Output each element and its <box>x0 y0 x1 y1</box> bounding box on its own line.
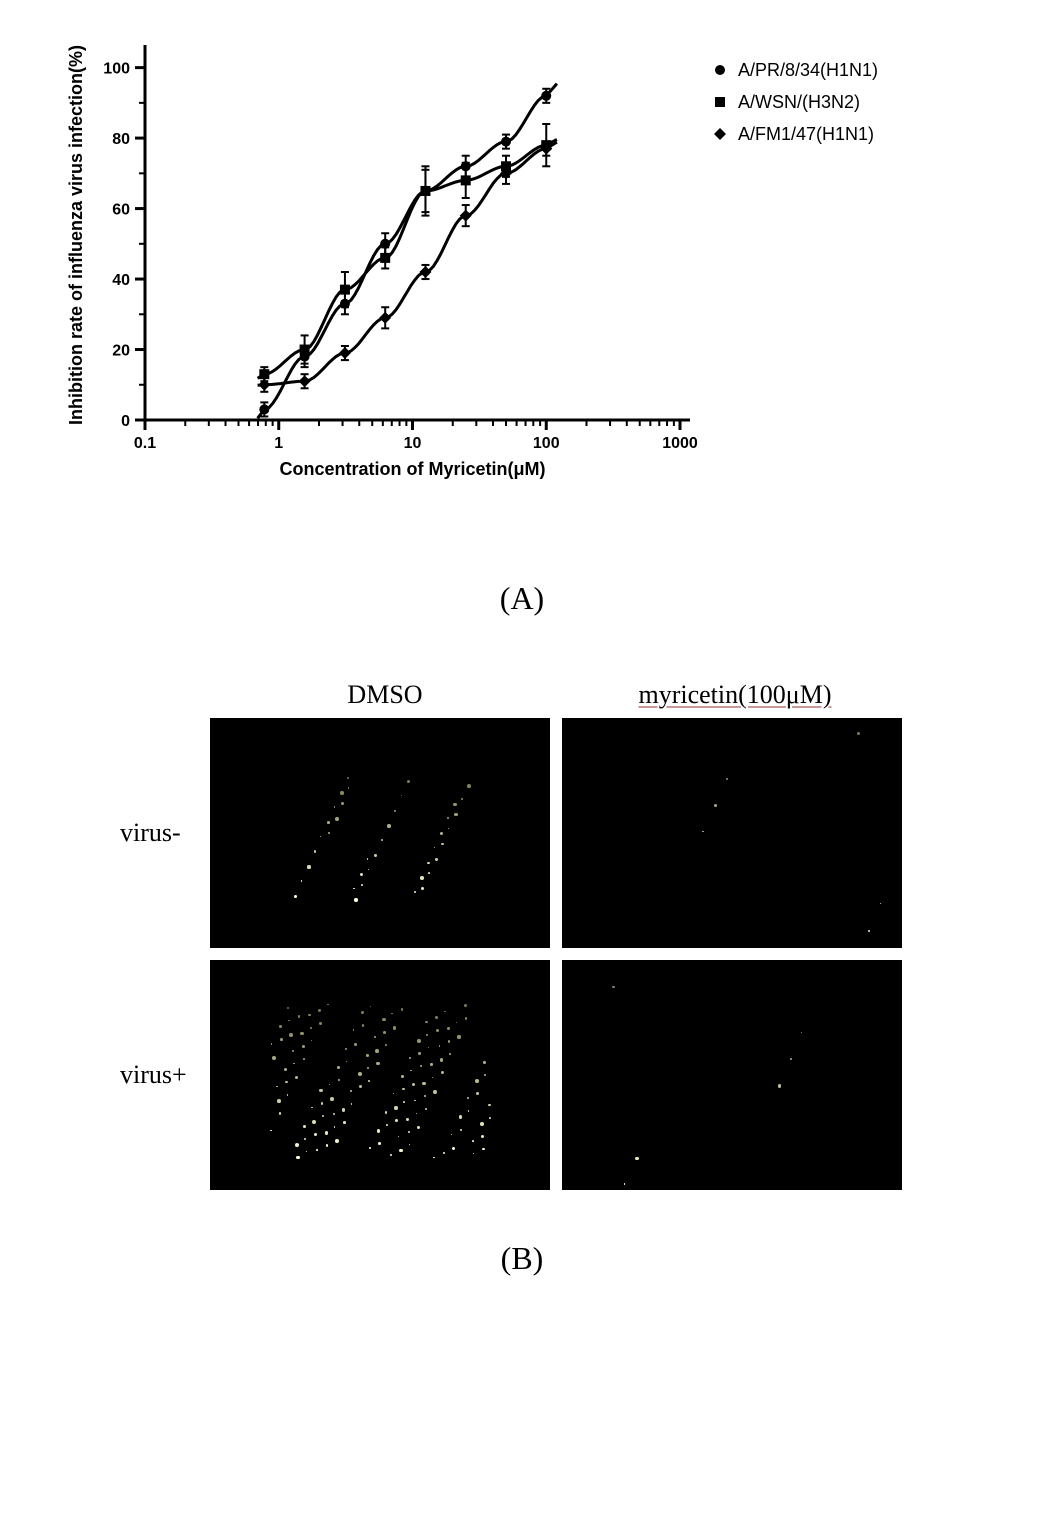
svg-text:A/PR/8/34(H1N1): A/PR/8/34(H1N1) <box>738 60 878 80</box>
svg-text:A/WSN/(H3N2): A/WSN/(H3N2) <box>738 92 860 112</box>
micrograph-cell <box>210 960 550 1190</box>
micrograph-cell <box>562 960 902 1190</box>
svg-text:100: 100 <box>103 61 130 78</box>
figure-container: 0 20 40 60 80 100 0.1 1 10 100 1000 Concentration o… <box>0 0 1044 500</box>
svg-text:80: 80 <box>112 131 130 148</box>
micrograph-cell <box>562 718 902 948</box>
svg-text:1000: 1000 <box>662 435 698 452</box>
row-label-virus-minus: virus- <box>120 818 210 848</box>
svg-text:0: 0 <box>121 413 130 430</box>
chart-svg: 0 20 40 60 80 100 0.1 1 10 100 1000 Concentration o… <box>60 20 980 500</box>
column-header-dmso: DMSO <box>210 680 560 710</box>
svg-text:40: 40 <box>112 272 130 289</box>
svg-text:A/FM1/47(H1N1): A/FM1/47(H1N1) <box>738 124 874 144</box>
svg-text:60: 60 <box>112 202 130 219</box>
svg-text:1: 1 <box>274 435 283 452</box>
micrograph-row-virus-minus: virus- <box>120 718 920 948</box>
svg-text:20: 20 <box>112 343 130 360</box>
svg-text:0.1: 0.1 <box>134 435 156 452</box>
column-header-myricetin: myricetin(100μM) <box>560 680 910 710</box>
micrograph-panel: DMSO myricetin(100μM) virus- virus+ <box>120 680 920 1202</box>
svg-text:Inhibition rate of influenza v: Inhibition rate of influenza virus infec… <box>66 45 86 425</box>
svg-text:Concentration of Myricetin(μM): Concentration of Myricetin(μM) <box>279 459 545 479</box>
svg-text:10: 10 <box>404 435 422 452</box>
micrograph-row-virus-plus: virus+ <box>120 960 920 1190</box>
panel-b-label: (B) <box>0 1240 1044 1277</box>
panel-a-label: (A) <box>0 580 1044 617</box>
micrograph-cell <box>210 718 550 948</box>
dose-response-chart: 0 20 40 60 80 100 0.1 1 10 100 1000 Concentration o… <box>60 20 980 500</box>
svg-text:100: 100 <box>533 435 560 452</box>
column-headers: DMSO myricetin(100μM) <box>210 680 920 718</box>
row-label-virus-plus: virus+ <box>120 1060 210 1090</box>
